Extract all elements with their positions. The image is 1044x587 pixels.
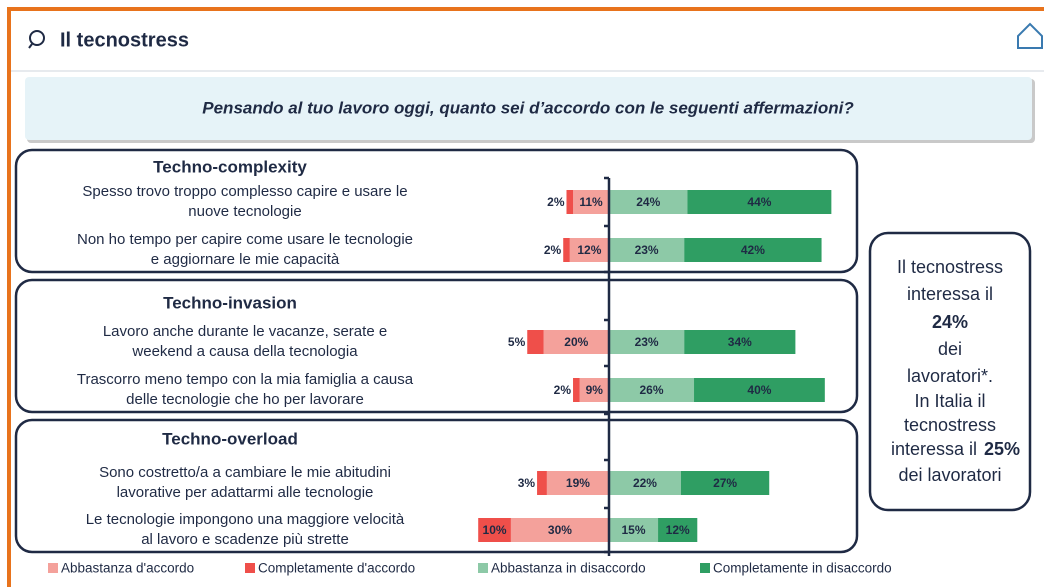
bar-segment: [609, 518, 659, 542]
legend-swatch: [478, 563, 488, 573]
callout-text: tecnostress: [904, 415, 996, 435]
bar-segment: [546, 471, 609, 495]
data-label: 26%: [639, 383, 663, 397]
legend-label: Abbastanza in disaccordo: [491, 561, 646, 576]
group-title: Techno-invasion: [163, 293, 297, 312]
left-border: [7, 7, 11, 587]
callout-box: [868, 231, 1032, 512]
row-label: al lavoro e scadenze più strette: [141, 531, 349, 548]
row-label: nuove tecnologie: [188, 203, 301, 220]
question-box: [25, 77, 1032, 140]
bar-segment: [684, 330, 796, 354]
bar-segment: [573, 378, 580, 402]
data-label: 5%: [508, 335, 526, 349]
bar-segment: [478, 518, 511, 542]
group-title: Techno-overload: [162, 429, 298, 448]
callout-text: lavoratori*.: [907, 366, 993, 386]
bar-segment: [609, 190, 688, 214]
row-label: Spesso trovo troppo complesso capire e u…: [82, 183, 407, 200]
bar-segment: [609, 471, 681, 495]
data-label: 23%: [635, 335, 659, 349]
legend-label: Abbastanza d'accordo: [61, 561, 194, 576]
data-label: 44%: [747, 195, 771, 209]
legend-label: Completamente d'accordo: [258, 561, 415, 576]
data-label: 30%: [548, 523, 572, 537]
data-label: 12%: [666, 523, 690, 537]
callout-text: Il tecnostress: [897, 257, 1003, 277]
data-label: 23%: [635, 243, 659, 257]
data-label: 20%: [564, 335, 588, 349]
data-label: 22%: [633, 476, 657, 490]
bar-segment: [537, 471, 547, 495]
bar-segment: [573, 190, 609, 214]
callout-text: interessa il: [891, 439, 977, 459]
callout-text: interessa il: [907, 284, 993, 304]
data-label: 2%: [554, 383, 572, 397]
row-label: Sono costretto/a a cambiare le mie abitu…: [99, 464, 391, 481]
data-label: 2%: [547, 195, 565, 209]
data-label: 15%: [622, 523, 646, 537]
callout-text: dei lavoratori: [898, 465, 1001, 485]
callout-value: 24%: [932, 312, 968, 332]
data-label: 9%: [586, 383, 604, 397]
bar-segment: [687, 190, 832, 214]
group-box: [14, 418, 859, 554]
bar-segment: [609, 378, 695, 402]
data-label: 34%: [728, 335, 752, 349]
data-label: 10%: [483, 523, 507, 537]
data-label: 40%: [747, 383, 771, 397]
search-icon: [29, 30, 45, 46]
legend-swatch: [700, 563, 710, 573]
bar-segment: [579, 378, 609, 402]
bar-segment: [694, 378, 825, 402]
group-box: [14, 278, 859, 414]
bar-segment: [680, 471, 770, 495]
bar-segment: [609, 238, 685, 262]
question: Pensando al tuo lavoro oggi, quanto sei …: [202, 98, 854, 117]
data-label: 42%: [741, 243, 765, 257]
row-label: lavorative per adattarmi alle tecnologie: [117, 484, 374, 501]
row-label: weekend a causa della tecnologia: [131, 343, 358, 360]
data-label: 3%: [518, 476, 536, 490]
row-label: Le tecnologie impongono una maggiore vel…: [86, 511, 405, 528]
page-title: Il tecnostress: [60, 29, 189, 51]
search-icon-handle: [28, 43, 33, 49]
top-border: [7, 7, 1044, 11]
home-icon[interactable]: [1017, 22, 1043, 49]
legend-swatch: [245, 563, 255, 573]
bar-segment: [684, 238, 822, 262]
callout-value: 25%: [984, 439, 1020, 459]
row-label: e aggiornare le mie capacità: [151, 251, 340, 268]
data-label: 12%: [577, 243, 601, 257]
bar-segment: [510, 518, 609, 542]
legend-label: Completamente in disaccordo: [713, 561, 892, 576]
data-label: 2%: [544, 243, 562, 257]
callout-text: dei: [938, 339, 962, 359]
group-title: Techno-complexity: [153, 157, 307, 176]
bar-segment: [563, 238, 570, 262]
row-label: Lavoro anche durante le vacanze, serate …: [103, 323, 387, 340]
data-label: 11%: [579, 195, 603, 209]
bar-segment: [658, 518, 698, 542]
callout-text: In Italia il: [914, 391, 985, 411]
bar-segment: [543, 330, 609, 354]
bar-segment: [527, 330, 544, 354]
bar-segment: [609, 330, 685, 354]
row-label: Non ho tempo per capire come usare le te…: [77, 231, 413, 248]
data-label: 27%: [713, 476, 737, 490]
data-label: 19%: [566, 476, 590, 490]
bar-segment: [566, 190, 574, 214]
bar-segment: [569, 238, 609, 262]
group-box: [14, 148, 859, 274]
row-label: delle tecnologie che ho per lavorare: [126, 391, 364, 408]
legend-swatch: [48, 563, 58, 573]
data-label: 24%: [636, 195, 660, 209]
row-label: Trascorro meno tempo con la mia famiglia…: [77, 371, 414, 388]
